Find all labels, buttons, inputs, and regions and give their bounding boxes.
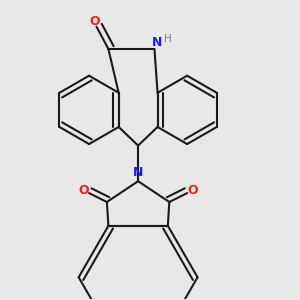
Text: O: O <box>78 184 89 196</box>
Text: H: H <box>164 34 172 44</box>
Text: O: O <box>187 184 198 196</box>
Text: N: N <box>152 36 162 49</box>
Text: N: N <box>133 167 143 179</box>
Text: O: O <box>90 15 100 28</box>
